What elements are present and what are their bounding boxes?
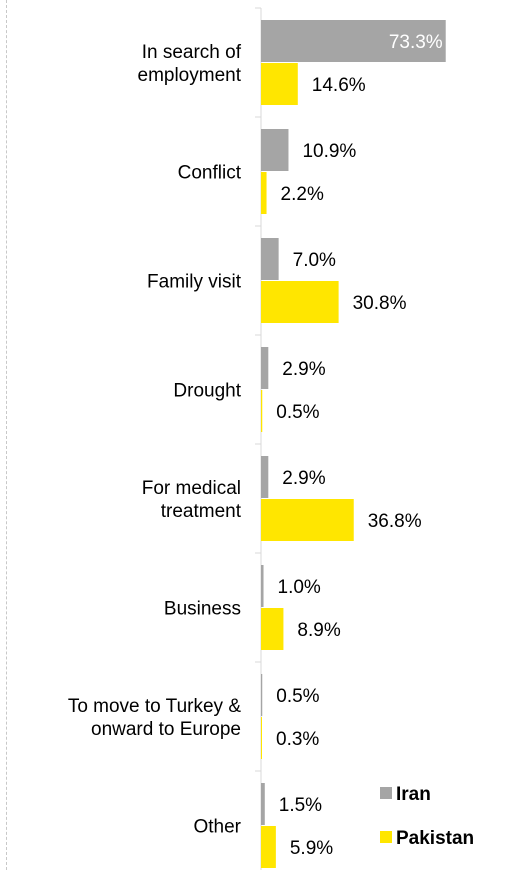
data-label: 2.2%: [281, 184, 324, 205]
data-label: 10.9%: [302, 141, 356, 162]
category-label: onward to Europe: [91, 719, 241, 740]
pakistan-bar: [261, 172, 267, 214]
legend-swatch-pakistan: [380, 831, 392, 843]
category-label: Conflict: [178, 163, 242, 184]
iran-bar: [261, 129, 289, 171]
data-label: 73.3%: [389, 32, 443, 53]
iran-bar: [261, 20, 446, 62]
iran-bar: [261, 347, 269, 389]
data-label: 8.9%: [297, 620, 340, 641]
legend-swatch-iran: [380, 787, 392, 799]
category-label: Other: [193, 817, 241, 838]
legend-label-pakistan: Pakistan: [396, 828, 474, 849]
data-label: 30.8%: [353, 293, 407, 314]
category-label: treatment: [161, 501, 242, 522]
iran-bar: [261, 565, 264, 607]
category-label: For medical: [142, 478, 241, 499]
pakistan-bar: [261, 717, 262, 759]
data-label: 1.5%: [279, 795, 322, 816]
data-label: 36.8%: [368, 511, 422, 532]
iran-bar: [261, 783, 265, 825]
pakistan-bar: [261, 281, 339, 323]
data-label: 2.9%: [282, 359, 325, 380]
category-label: Drought: [173, 381, 241, 402]
pakistan-bar: [261, 499, 354, 541]
category-label: employment: [138, 65, 242, 86]
pakistan-bar: [261, 826, 276, 868]
data-label: 0.5%: [276, 402, 319, 423]
frame-border: [6, 0, 7, 870]
data-label: 5.9%: [290, 838, 333, 859]
data-label: 0.5%: [276, 686, 319, 707]
category-label: To move to Turkey &: [68, 696, 242, 717]
iran-bar: [261, 456, 269, 498]
category-label: Business: [164, 599, 241, 620]
data-label: 2.9%: [282, 468, 325, 489]
iran-bar: [261, 238, 279, 280]
iran-bar: [261, 674, 263, 716]
category-label: Family visit: [147, 272, 242, 293]
legend-label-iran: Iran: [396, 784, 431, 805]
data-label: 7.0%: [293, 250, 336, 271]
data-label: 1.0%: [278, 577, 321, 598]
pakistan-bar: [261, 608, 284, 650]
data-label: 14.6%: [312, 75, 366, 96]
pakistan-bar: [261, 63, 298, 105]
category-label: In search of: [142, 42, 242, 63]
pakistan-bar: [261, 390, 263, 432]
data-label: 0.3%: [276, 729, 319, 750]
